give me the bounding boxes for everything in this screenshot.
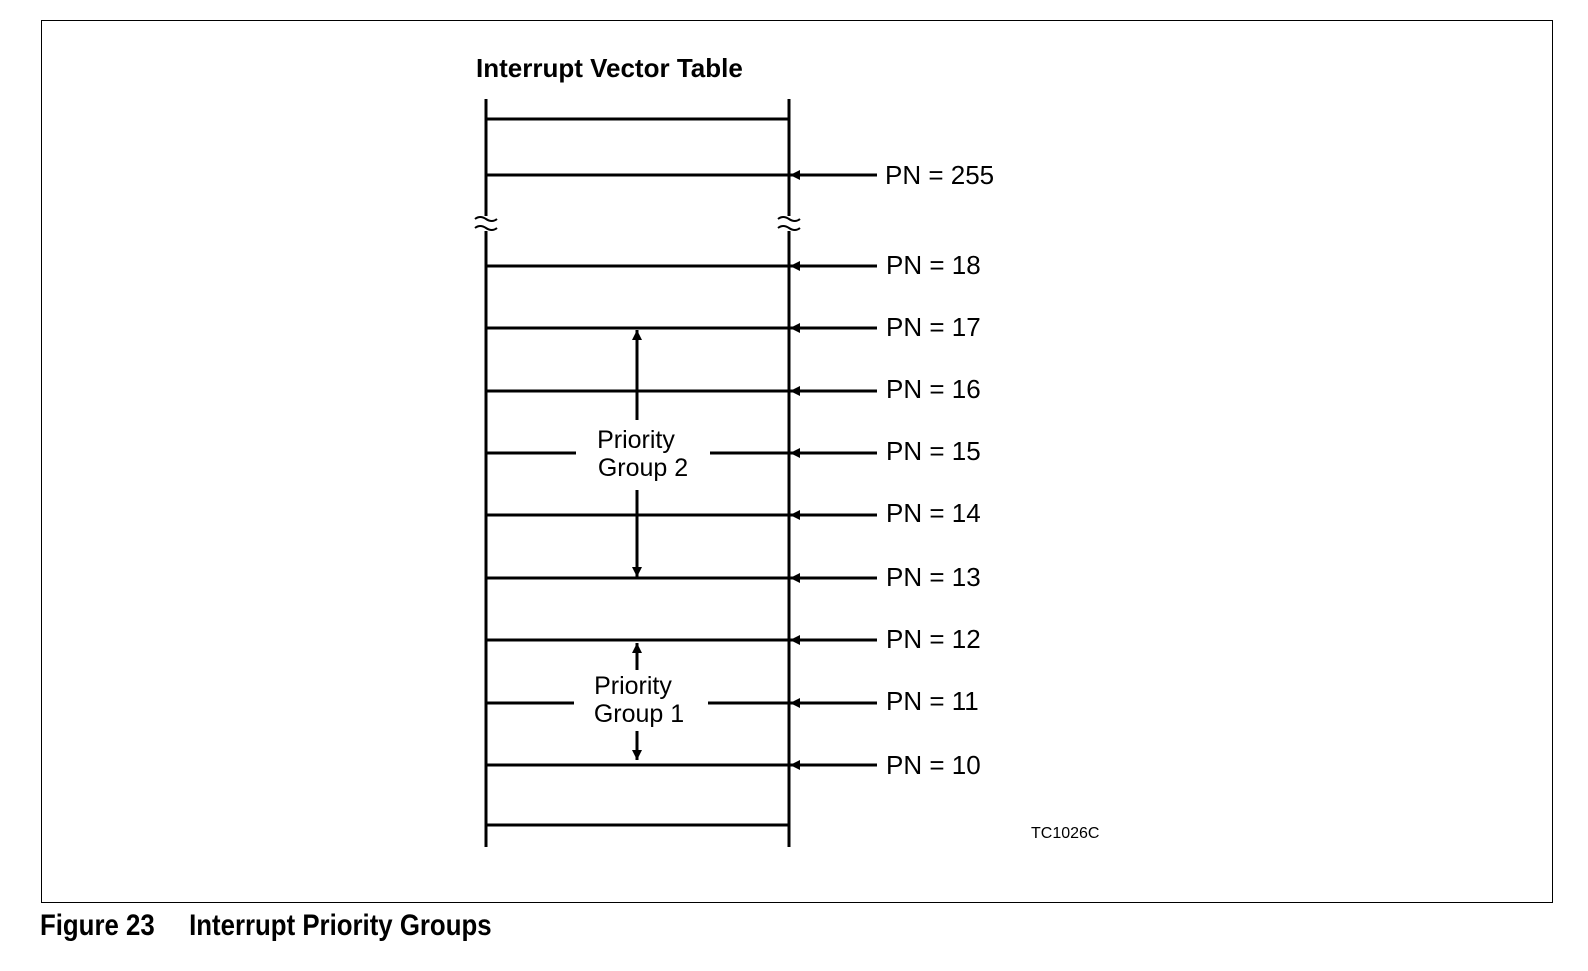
pn-label-17: PN = 17 — [886, 312, 981, 342]
figure-caption: Figure 23 Interrupt Priority Groups — [40, 904, 492, 948]
pn-pointer-arrows — [790, 170, 877, 770]
group-2-label-line2: Group 2 — [598, 454, 688, 482]
table-entries — [486, 117, 789, 827]
pn-label-12: PN = 12 — [886, 624, 981, 654]
pn-label-15: PN = 15 — [886, 436, 981, 466]
pn-label-255: PN = 255 — [885, 160, 994, 190]
pn-label-18: PN = 18 — [886, 250, 981, 280]
figure-number: Figure 23 — [40, 909, 155, 942]
pn-labels: PN = 255 PN = 18 PN = 17 PN = 16 PN = 15… — [885, 160, 994, 780]
group-1-label-line1: Priority — [594, 672, 672, 700]
diagram-title: Interrupt Vector Table — [476, 53, 743, 83]
break-mark-right — [777, 216, 801, 231]
pn-label-11: PN = 11 — [886, 686, 979, 716]
figure-title: Interrupt Priority Groups — [189, 909, 492, 942]
pn-label-14: PN = 14 — [886, 498, 981, 528]
group-1-label-line2: Group 1 — [594, 700, 684, 728]
break-mark-left — [474, 216, 498, 231]
pn-label-13: PN = 13 — [886, 562, 981, 592]
pn-label-10: PN = 10 — [886, 750, 981, 780]
figure-code: TC1026C — [1031, 825, 1099, 842]
group-2-label-line1: Priority — [597, 426, 675, 454]
pn-label-16: PN = 16 — [886, 374, 981, 404]
diagram-frame — [41, 20, 1553, 903]
